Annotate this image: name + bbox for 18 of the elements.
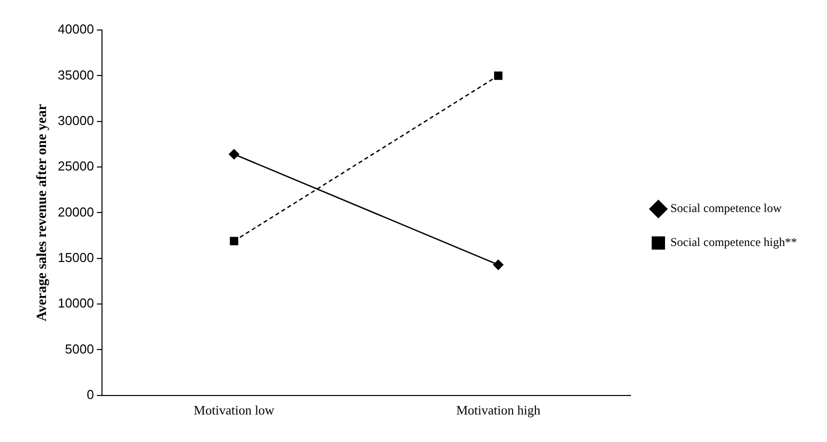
point <box>230 236 238 246</box>
y-tick-label: 10000 <box>58 296 94 311</box>
y-axis-title: Average sales revenue after one year <box>35 104 50 322</box>
point <box>493 260 504 270</box>
x-tick-label: Motivation low <box>194 402 275 418</box>
y-tick-label: 15000 <box>58 250 94 265</box>
point <box>494 71 502 80</box>
legend-label: Social competence high** <box>670 235 798 250</box>
y-tick-label: 35000 <box>58 67 94 82</box>
y-tick-label: 30000 <box>58 112 94 128</box>
legend-label: Social competence low <box>670 201 782 216</box>
y-tick-label: 20000 <box>58 204 94 220</box>
y-tick-label: 5000 <box>65 341 94 356</box>
y-tick-label: 40000 <box>58 22 94 37</box>
point <box>228 149 240 160</box>
x-tick-label: Motivation high <box>456 402 541 418</box>
y-tick-label: 25000 <box>58 158 94 174</box>
y-tick-label: 0 <box>86 386 94 402</box>
